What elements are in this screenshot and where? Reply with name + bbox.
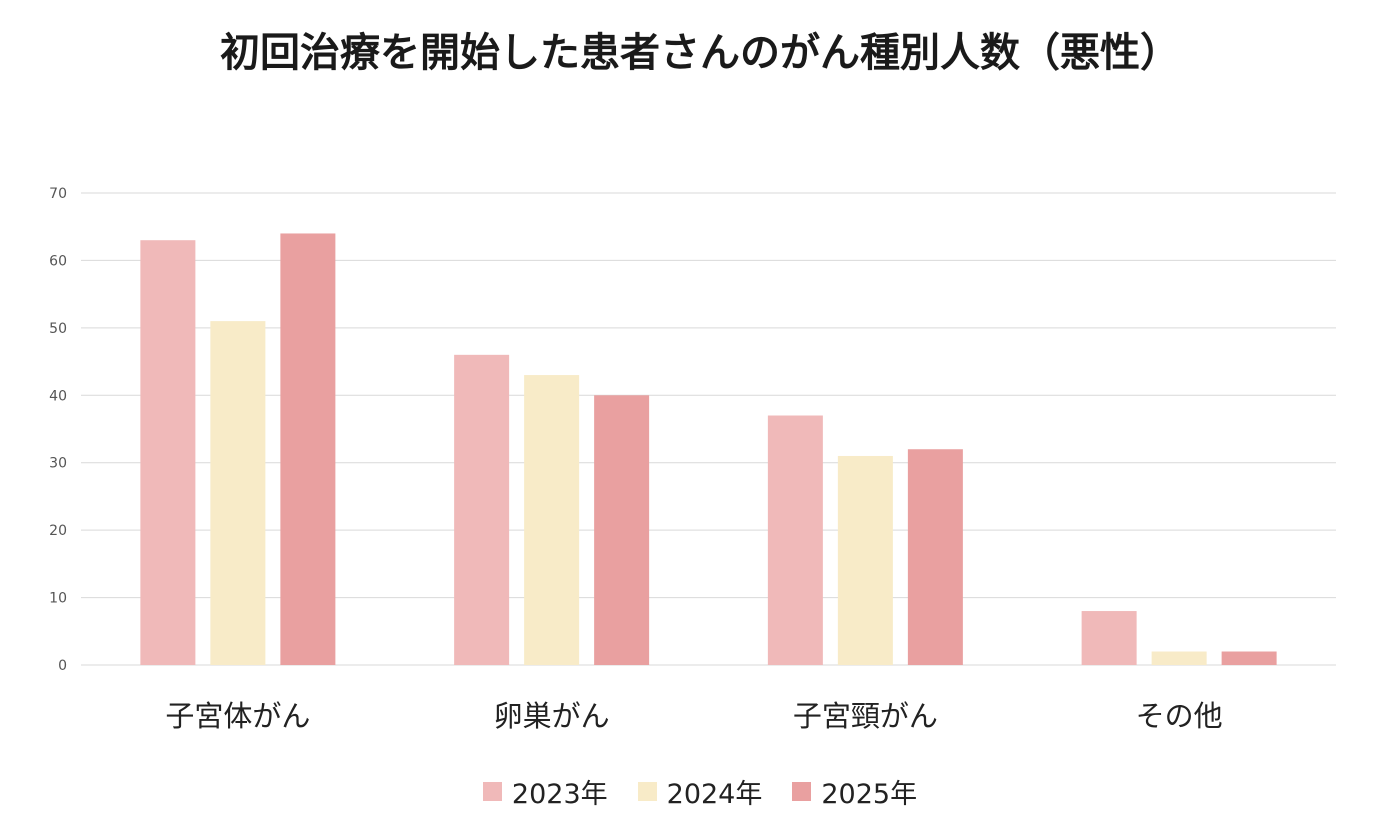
y-tick-label: 10 — [49, 591, 67, 607]
x-tick-label: その他 — [1136, 699, 1223, 733]
x-tick-label: 子宮頸がん — [793, 699, 938, 733]
bar-1-4 — [1081, 611, 1137, 665]
legend-label: 2023年 — [511, 779, 608, 810]
bar-1-3 — [767, 415, 823, 665]
legend-swatch — [792, 782, 812, 801]
bar-3-1 — [280, 233, 336, 665]
bar-2-1 — [210, 321, 266, 665]
legend-item: 2023年 — [482, 772, 608, 811]
legend-item: 2024年 — [637, 772, 763, 811]
legend-label: 2025年 — [821, 779, 918, 810]
bar-3-2 — [594, 395, 650, 665]
bar-1-1 — [140, 240, 196, 665]
legend-label: 2024年 — [666, 779, 763, 810]
bar-1-2 — [454, 354, 510, 665]
y-tick-label: 70 — [49, 186, 67, 202]
y-tick-label: 50 — [49, 321, 67, 337]
bar-2-3 — [837, 455, 893, 665]
chart-title: 初回治療を開始した患者さんのがん種別人数（悪性） — [220, 30, 1180, 76]
x-tick-label: 卵巣がん — [494, 699, 610, 733]
legend-swatch — [482, 782, 502, 801]
legend-item: 2025年 — [792, 772, 917, 811]
chart-legend: 2023年 2024年 2025年 — [0, 772, 1400, 811]
y-tick-label: 40 — [49, 388, 67, 404]
y-tick-label: 60 — [49, 253, 67, 269]
y-tick-label: 20 — [49, 523, 67, 539]
bar-3-4 — [1221, 651, 1277, 665]
bar-2-4 — [1151, 651, 1207, 665]
bar-3-3 — [907, 449, 963, 665]
x-tick-label: 子宮体がん — [165, 699, 310, 733]
legend-swatch — [637, 782, 657, 801]
bar-2-2 — [524, 375, 580, 665]
y-tick-label: 0 — [58, 658, 67, 674]
y-tick-label: 30 — [49, 456, 67, 472]
